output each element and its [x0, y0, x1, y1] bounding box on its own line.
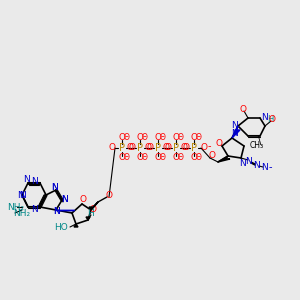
Text: O: O [118, 154, 125, 163]
Text: O: O [136, 154, 143, 163]
Text: O: O [190, 133, 197, 142]
Text: N: N [240, 158, 246, 167]
Text: O: O [145, 143, 152, 152]
Text: O: O [80, 196, 86, 205]
Text: O: O [163, 143, 170, 152]
Text: N: N [19, 190, 26, 200]
Text: Θ: Θ [196, 154, 202, 163]
Text: \: \ [258, 136, 262, 146]
Text: O: O [154, 154, 161, 163]
Text: H: H [267, 115, 273, 124]
Text: NH₂: NH₂ [13, 208, 30, 217]
Text: N: N [24, 176, 30, 184]
Text: O: O [208, 151, 215, 160]
Text: N: N [32, 205, 38, 214]
Text: O: O [136, 133, 143, 142]
Text: P: P [119, 143, 125, 153]
Text: N: N [232, 130, 238, 139]
Text: O: O [172, 133, 179, 142]
Text: Θ: Θ [142, 154, 148, 163]
Text: P: P [191, 143, 197, 153]
Text: N: N [52, 184, 58, 193]
Text: Θ: Θ [124, 154, 130, 163]
Text: N: N [61, 196, 68, 205]
Text: O: O [164, 143, 172, 152]
Text: O: O [182, 143, 190, 152]
Text: H: H [87, 208, 93, 217]
Polygon shape [232, 126, 240, 138]
Text: N: N [52, 184, 58, 193]
Text: N: N [231, 122, 237, 130]
Text: N: N [52, 208, 59, 217]
Polygon shape [218, 156, 230, 162]
Text: N: N [262, 113, 268, 122]
Text: O: O [190, 154, 197, 163]
Text: O: O [172, 154, 179, 163]
Text: N: N [246, 158, 252, 166]
Text: O: O [109, 143, 116, 152]
Text: O: O [181, 143, 188, 152]
Text: N: N [61, 196, 68, 205]
Text: O: O [200, 143, 208, 152]
Text: P: P [155, 143, 161, 153]
Text: Θ: Θ [196, 133, 202, 142]
Text: N: N [254, 160, 260, 169]
Text: HO: HO [54, 223, 68, 232]
Text: Θ: Θ [142, 133, 148, 142]
Text: O: O [128, 143, 136, 152]
Text: O: O [127, 143, 134, 152]
Text: O: O [106, 190, 112, 200]
Polygon shape [86, 217, 90, 220]
Polygon shape [89, 202, 98, 210]
Text: N: N [262, 164, 268, 172]
Text: P: P [137, 143, 143, 153]
Text: Θ: Θ [124, 133, 130, 142]
Text: N: N [52, 208, 59, 217]
Text: CH₃: CH₃ [250, 140, 264, 149]
Text: O: O [89, 206, 97, 214]
Text: -: - [268, 162, 272, 172]
Text: O: O [239, 106, 247, 115]
Text: Θ: Θ [178, 154, 184, 163]
Text: Θ: Θ [178, 133, 184, 142]
Text: Θ: Θ [160, 154, 166, 163]
Text: P: P [173, 143, 179, 153]
Text: -: - [207, 141, 211, 151]
Text: O: O [146, 143, 154, 152]
Text: N: N [16, 190, 23, 200]
Text: O: O [154, 133, 161, 142]
Text: NH₂: NH₂ [8, 202, 25, 211]
Text: N: N [31, 176, 38, 185]
Text: Θ: Θ [160, 133, 166, 142]
Text: O: O [118, 133, 125, 142]
Text: O: O [268, 116, 275, 124]
Text: O: O [215, 139, 223, 148]
Polygon shape [74, 224, 78, 227]
